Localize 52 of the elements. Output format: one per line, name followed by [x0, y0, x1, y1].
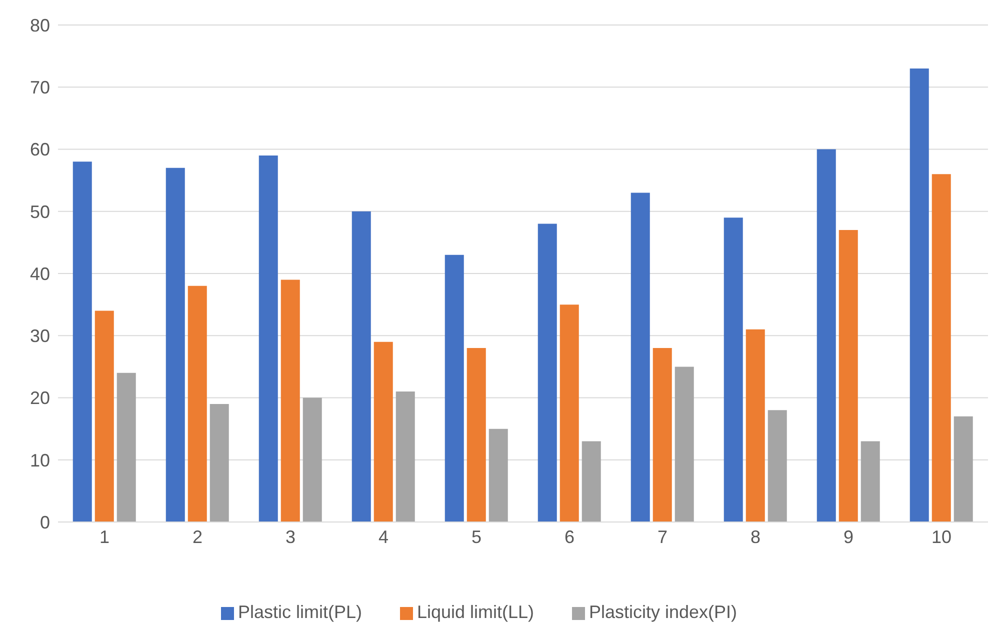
bar [860, 441, 880, 522]
y-tick-label: 10 [30, 450, 50, 470]
bar [652, 348, 672, 522]
y-tick-label: 80 [30, 15, 50, 36]
bar [396, 392, 415, 522]
x-tick-label: 5 [471, 526, 482, 547]
y-tick-label: 0 [40, 512, 50, 532]
legend-label: Liquid limit(LL) [416, 602, 534, 622]
bar [724, 218, 743, 522]
bar [444, 254, 464, 522]
bar [166, 168, 185, 522]
bar [910, 68, 929, 522]
bar [188, 286, 207, 522]
bar [352, 211, 371, 522]
bar [838, 230, 858, 522]
x-tick-label: 10 [931, 526, 952, 547]
bar [258, 155, 278, 522]
bar [280, 280, 300, 522]
bar [560, 304, 579, 522]
x-tick-label: 9 [843, 526, 854, 547]
bar [466, 348, 486, 522]
y-tick-label: 70 [30, 78, 50, 98]
x-tick-label: 8 [750, 526, 761, 547]
x-tick-label: 7 [657, 526, 668, 547]
bar [582, 441, 601, 522]
bar [630, 192, 650, 522]
bar [94, 310, 114, 522]
x-tick-label: 1 [99, 526, 110, 547]
bar [674, 366, 694, 522]
bar [538, 224, 557, 522]
bar [954, 416, 973, 522]
legend-label: Plastic limit(PL) [238, 602, 362, 622]
x-tick-label: 4 [378, 526, 389, 547]
bar [374, 342, 393, 522]
legend-label: Plasticity index(PI) [589, 602, 738, 622]
x-tick-label: 3 [285, 526, 296, 547]
bar [768, 410, 787, 522]
y-tick-label: 20 [30, 388, 50, 408]
bar [816, 149, 836, 522]
bar [488, 428, 508, 522]
bar [116, 372, 136, 522]
bar [932, 174, 951, 522]
bar [210, 404, 229, 522]
x-tick-label: 2 [192, 526, 203, 547]
bar [72, 162, 92, 522]
y-tick-label: 60 [30, 140, 50, 160]
x-tick-label: 6 [564, 526, 575, 547]
y-tick-label: 50 [30, 202, 50, 222]
y-tick-label: 40 [30, 264, 50, 284]
bar [746, 329, 765, 522]
bar [302, 398, 322, 522]
y-tick-label: 30 [30, 326, 50, 346]
